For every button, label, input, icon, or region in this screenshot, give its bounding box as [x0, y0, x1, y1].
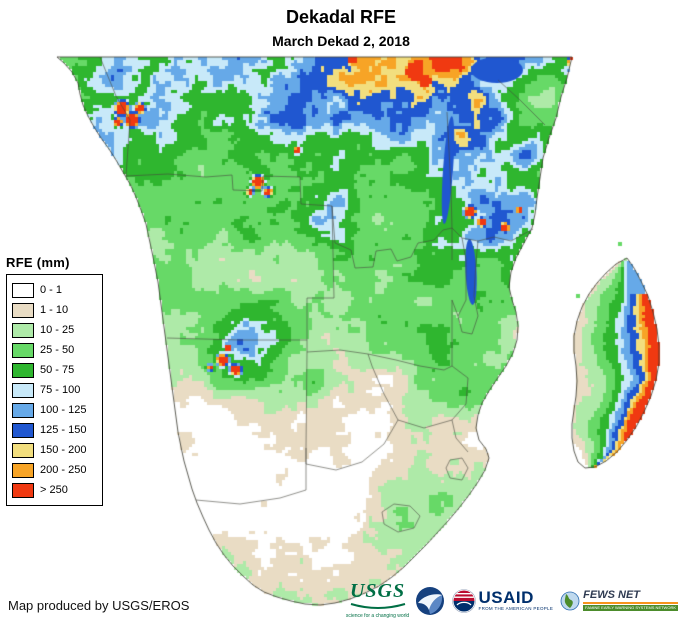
usaid-wordmark: USAID — [478, 588, 534, 608]
legend-label: 25 - 50 — [40, 344, 75, 356]
legend-swatch — [12, 402, 34, 418]
legend-row: > 250 — [12, 480, 94, 500]
legend-swatch — [12, 442, 34, 458]
legend-row: 1 - 10 — [12, 300, 94, 320]
legend-swatch — [12, 422, 34, 438]
legend-row: 125 - 150 — [12, 420, 94, 440]
legend-swatch — [12, 382, 34, 398]
legend-box: 0 - 1 1 - 10 10 - 25 25 - 50 50 - 75 75 - 100… — [6, 274, 103, 506]
usaid-logo: USAID FROM THE AMERICAN PEOPLE — [451, 588, 554, 613]
legend-row: 150 - 200 — [12, 440, 94, 460]
legend-label: 100 - 125 — [40, 404, 87, 416]
usgs-wordmark: USGS — [349, 580, 406, 602]
legend: RFE (mm) 0 - 1 1 - 10 10 - 25 25 - 50 50 - 7… — [6, 255, 103, 506]
legend-row: 50 - 75 — [12, 360, 94, 380]
legend-label: 1 - 10 — [40, 304, 69, 316]
legend-row: 75 - 100 — [12, 380, 94, 400]
legend-row: 0 - 1 — [12, 280, 94, 300]
legend-label: 50 - 75 — [40, 364, 75, 376]
legend-swatch — [12, 302, 34, 318]
usaid-tagline: FROM THE AMERICAN PEOPLE — [478, 606, 554, 612]
legend-row: 200 - 250 — [12, 460, 94, 480]
logo-strip: USGS science for a changing world — [345, 580, 678, 619]
usaid-seal-icon — [451, 588, 476, 613]
legend-label: 150 - 200 — [40, 444, 87, 456]
legend-swatch — [12, 462, 34, 478]
legend-label: > 250 — [40, 484, 68, 496]
map-subtitle: March Dekad 2, 2018 — [272, 33, 410, 49]
legend-row: 25 - 50 — [12, 340, 94, 360]
legend-label: 125 - 150 — [40, 424, 87, 436]
fewsnet-logo: FEWS NET FAMINE EARLY WARNING SYSTEMS NE… — [560, 590, 678, 611]
legend-label: 10 - 25 — [40, 324, 75, 336]
legend-swatch — [12, 342, 34, 358]
fewsnet-wordmark: FEWS NET — [583, 590, 678, 604]
legend-label: 200 - 250 — [40, 464, 87, 476]
noaa-logo-icon — [415, 586, 444, 615]
fewsnet-tagline: FAMINE EARLY WARNING SYSTEMS NETWORK — [583, 605, 678, 611]
legend-label: 0 - 1 — [40, 284, 63, 296]
fewsnet-globe-icon — [560, 591, 580, 610]
legend-label: 75 - 100 — [40, 384, 81, 396]
legend-row: 100 - 125 — [12, 400, 94, 420]
legend-swatch — [12, 482, 34, 498]
usgs-tagline: science for a changing world — [345, 613, 410, 619]
legend-swatch — [12, 322, 34, 338]
legend-row: 10 - 25 — [12, 320, 94, 340]
map-title: Dekadal RFE — [285, 7, 397, 27]
legend-swatch — [12, 282, 34, 298]
legend-swatch — [12, 362, 34, 378]
usgs-swoosh-icon — [350, 603, 405, 609]
map-credit: Map produced by USGS/EROS — [8, 598, 190, 613]
usgs-logo: USGS science for a changing world — [345, 580, 410, 619]
legend-title: RFE (mm) — [6, 255, 70, 270]
